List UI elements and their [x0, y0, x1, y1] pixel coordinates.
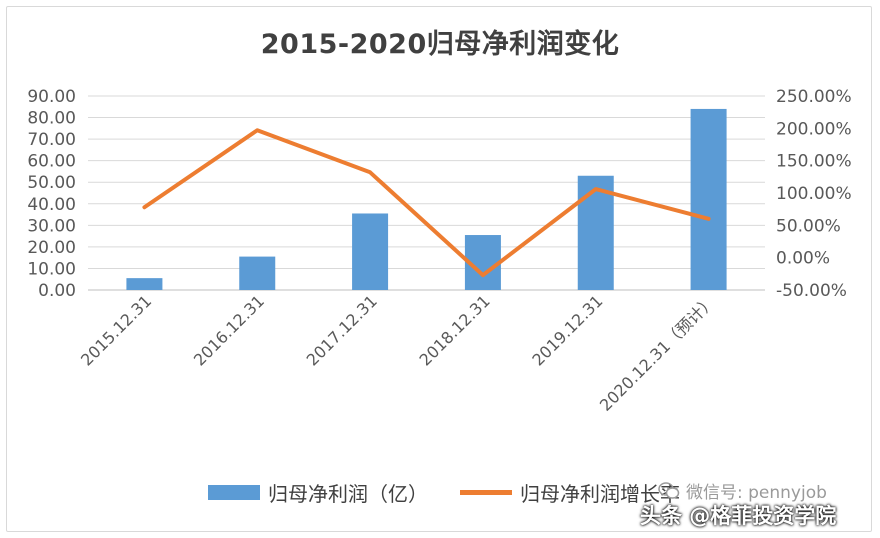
x-tick-label: 2020.12.31（预计） — [596, 291, 719, 414]
y-right-tick-label: 150.00% — [776, 152, 852, 172]
y-right-tick-label: 250.00% — [776, 87, 852, 107]
y-left-tick-label: 20.00 — [27, 238, 76, 258]
x-tick-label: 2016.12.31 — [190, 291, 268, 369]
y-left-tick-label: 10.00 — [27, 259, 76, 279]
bar-series — [126, 108, 727, 290]
legend-item-bar: 归母净利润（亿） — [208, 478, 428, 507]
y-left-tick-label: 70.00 — [27, 130, 76, 150]
y-left-tick-label: 80.00 — [27, 109, 76, 129]
x-tick-label: 2017.12.31 — [303, 291, 381, 369]
source-tag: 头条 @格菲投资学院 — [640, 504, 837, 528]
bar — [126, 278, 163, 290]
bar — [352, 213, 389, 290]
x-tick-label: 2018.12.31 — [416, 291, 494, 369]
x-tick-label: 2019.12.31 — [528, 291, 606, 369]
y-left-tick-label: 90.00 — [27, 87, 76, 107]
right-axis-ticks: -50.00% 0.00% 50.00% 100.00% 150.00% 200.00% 2… — [776, 87, 852, 301]
left-axis-ticks: 0.0010.0020.0030.0040.0050.0060.0070.008… — [27, 87, 76, 301]
legend-bar-swatch — [208, 484, 260, 500]
y-left-tick-label: 50.00 — [27, 173, 76, 193]
y-right-tick-label: 0.00% — [776, 249, 830, 269]
legend: 归母净利润（亿） 归母净利润增长率 — [208, 478, 712, 507]
watermark: 微信号: pennyjob — [658, 478, 827, 503]
x-axis-ticks: 2015.12.31 2016.12.31 2017.12.31 2018.12.31… — [77, 291, 719, 414]
y-left-tick-label: 0.00 — [38, 281, 76, 301]
y-right-tick-label: 100.00% — [776, 184, 852, 204]
y-left-tick-label: 60.00 — [27, 152, 76, 172]
gridlines — [88, 95, 765, 291]
y-right-tick-label: 50.00% — [776, 216, 841, 236]
y-left-tick-label: 30.00 — [27, 216, 76, 236]
x-tick-label: 2015.12.31 — [77, 291, 155, 369]
legend-line-swatch — [460, 489, 512, 495]
line-series — [142, 128, 711, 278]
legend-bar-label: 归母净利润（亿） — [268, 481, 428, 506]
watermark-text: 微信号: pennyjob — [686, 483, 827, 503]
legend-line-label: 归母净利润增长率 — [520, 481, 680, 506]
legend-item-line: 归母净利润增长率 — [460, 478, 680, 507]
y-right-tick-label: -50.00% — [776, 281, 847, 301]
wechat-icon — [658, 481, 680, 499]
chart-frame — [6, 6, 872, 532]
bar — [577, 175, 614, 290]
chart-title: 2015-2020归母净利润变化 — [260, 29, 620, 60]
bar — [239, 256, 276, 290]
growth-line — [142, 128, 711, 278]
y-left-tick-label: 40.00 — [27, 195, 76, 215]
y-right-tick-label: 200.00% — [776, 119, 852, 139]
bar — [690, 108, 727, 290]
